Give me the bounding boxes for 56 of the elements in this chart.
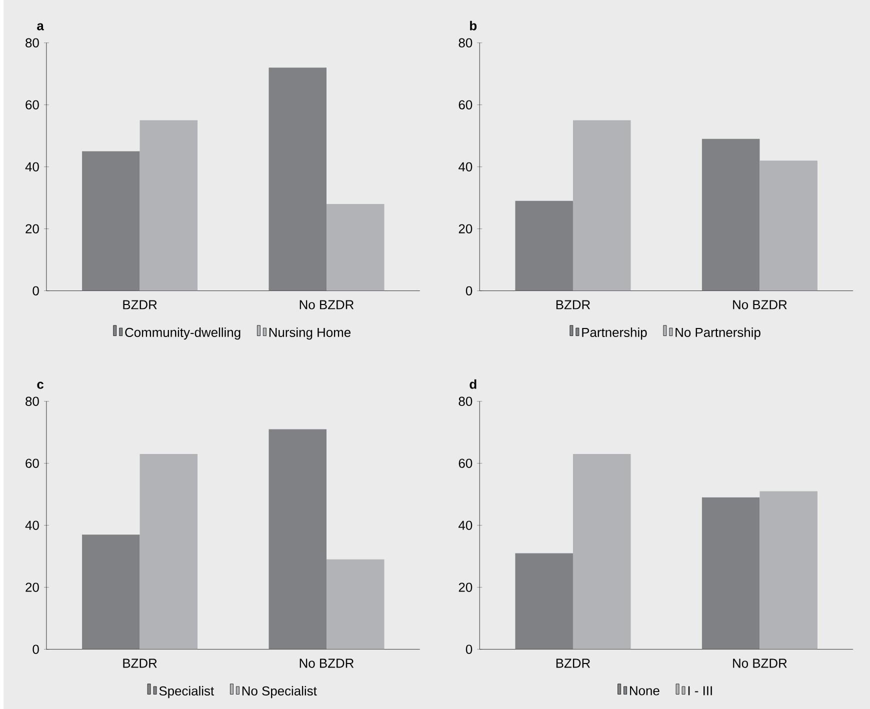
legend-label: Nursing Home bbox=[269, 327, 351, 340]
y-tick-label: 20 bbox=[458, 224, 472, 234]
bar bbox=[572, 454, 631, 650]
x-tick-label: No BZDR bbox=[733, 658, 787, 668]
y-tick-label: 80 bbox=[458, 396, 472, 406]
y-tick-label: 80 bbox=[26, 396, 39, 406]
legend-label: None bbox=[630, 686, 660, 696]
bar bbox=[82, 151, 140, 291]
y-tick-label: 0 bbox=[466, 644, 472, 654]
bar bbox=[515, 553, 573, 650]
y-tick-label: 80 bbox=[26, 38, 39, 48]
bar bbox=[326, 559, 384, 650]
x-tick-label: BZDR bbox=[123, 300, 157, 310]
y-tick-label: 20 bbox=[458, 582, 472, 592]
legend-label: Partnership bbox=[582, 327, 647, 340]
chart-title: c bbox=[37, 382, 44, 389]
y-tick-label: 80 bbox=[458, 38, 472, 48]
bar bbox=[326, 204, 384, 291]
x-tick-label: No BZDR bbox=[300, 300, 354, 310]
chart-title: d bbox=[470, 379, 476, 389]
legend-label: I - III bbox=[688, 686, 712, 696]
chart-title: b bbox=[470, 20, 477, 30]
y-tick-label: 60 bbox=[458, 100, 472, 110]
y-tick-label: 40 bbox=[25, 162, 39, 172]
x-tick-label: BZDR bbox=[123, 658, 157, 668]
y-tick-label: 0 bbox=[32, 644, 39, 654]
x-tick-label: No BZDR bbox=[300, 658, 354, 668]
bar bbox=[268, 68, 327, 291]
bar bbox=[760, 160, 818, 291]
bar bbox=[702, 497, 760, 650]
bar bbox=[140, 454, 198, 650]
bar bbox=[268, 429, 327, 650]
bar bbox=[572, 120, 631, 291]
y-tick-label: 40 bbox=[458, 520, 472, 530]
y-tick-label: 60 bbox=[26, 458, 39, 468]
y-tick-label: 40 bbox=[458, 162, 472, 172]
bar bbox=[760, 491, 818, 650]
legend-label: Community-dwelling bbox=[125, 327, 240, 340]
legend-label: No Partnership bbox=[676, 327, 760, 340]
x-tick-label: No BZDR bbox=[733, 300, 787, 310]
legend-label: Specialist bbox=[159, 686, 214, 698]
legend-label: No Specialist bbox=[242, 686, 317, 698]
x-tick-label: BZDR bbox=[556, 658, 590, 668]
bar bbox=[515, 200, 573, 291]
y-tick-label: 60 bbox=[458, 458, 472, 468]
bar bbox=[82, 534, 140, 650]
x-tick-label: BZDR bbox=[556, 300, 590, 310]
y-tick-label: 20 bbox=[26, 224, 39, 234]
y-tick-label: 40 bbox=[25, 520, 39, 530]
bar bbox=[140, 120, 198, 291]
y-tick-label: 60 bbox=[26, 100, 39, 110]
y-tick-label: 0 bbox=[32, 286, 39, 296]
chart-title: a bbox=[37, 23, 44, 30]
y-tick-label: 20 bbox=[26, 582, 39, 592]
bar bbox=[702, 138, 760, 291]
y-tick-label: 0 bbox=[466, 286, 472, 296]
